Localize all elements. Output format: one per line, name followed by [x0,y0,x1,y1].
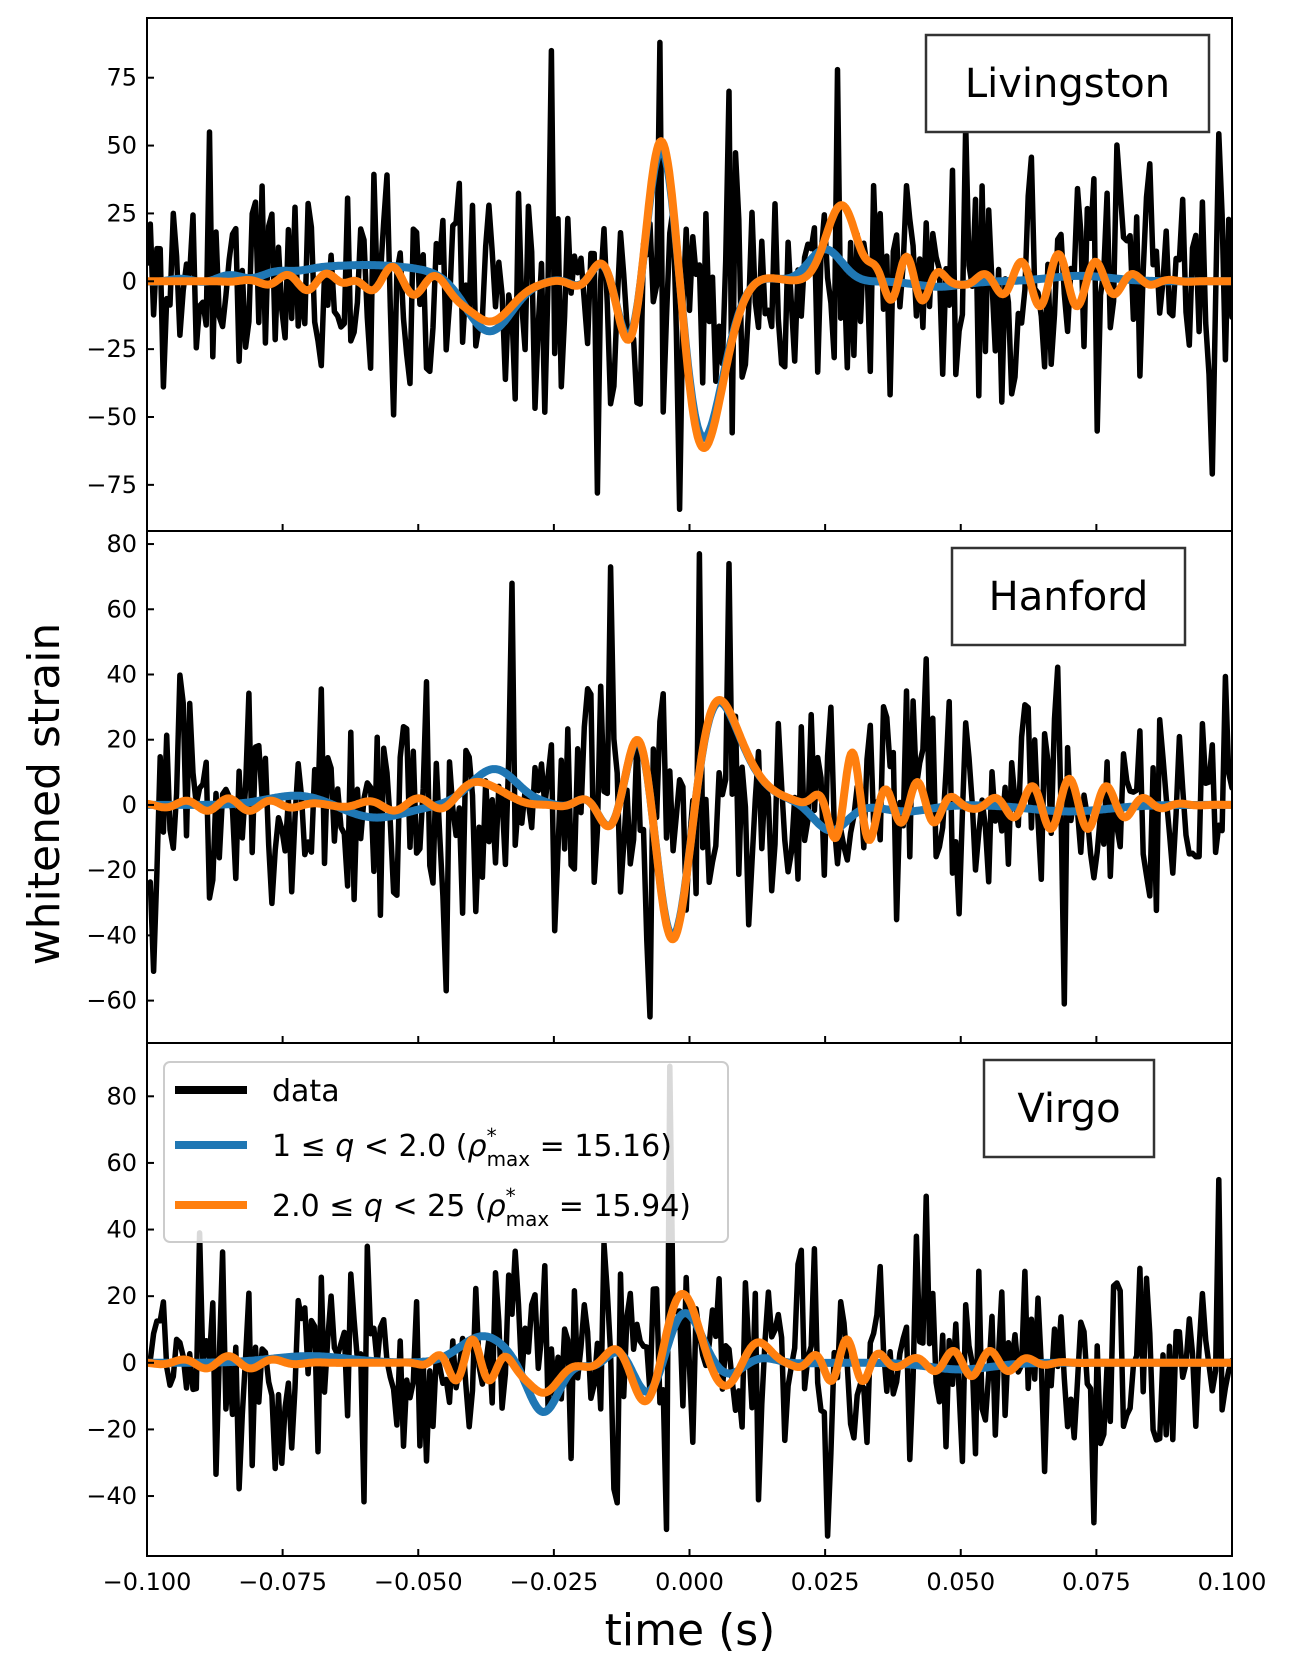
hanford-y-tick-label-20: −20 [86,856,137,884]
livingston-y-tick-label-50: 50 [106,132,137,160]
hanford-y-tick-label-60: 60 [106,595,137,623]
hanford-y-tick-label-80: 80 [106,530,137,558]
livingston-label: Livingston [965,61,1170,107]
x-tick-label-pos-0-075: 0.075 [1062,1568,1131,1596]
hanford-label-box [950,546,1187,647]
legend-label-data: data [272,1074,340,1109]
livingston-label-box [924,33,1211,134]
virgo-y-tick-label-20: −20 [86,1415,137,1443]
livingston-y-tick-label-75: −75 [86,471,137,499]
hanford-y-tick-label-40: 40 [106,660,137,688]
panel-hanford: −60 −40 −20 0 20 40 60 80 Hanford [86,530,1233,1044]
hanford-y-tick-label-40: −40 [86,921,137,949]
livingston-plot-area [147,39,1232,513]
virgo-y-tick-label-20: 20 [106,1282,137,1310]
livingston-y-tick-label-75: 75 [106,64,137,92]
x-axis-label: time (s) [605,1605,776,1656]
legend: data 1 ≤ q < 2.0 (ρ* max = 15.16) 2.0 ≤ q… [163,1061,729,1243]
x-tick-label-neg-0-075: −0.075 [238,1568,327,1596]
livingston-y-tick-label-25: 25 [106,199,137,227]
livingston-y-tick-label-50: −50 [86,403,137,431]
virgo-series-data [147,1063,1232,1539]
virgo-y-tick-label-0: 0 [122,1349,137,1377]
legend-label-high-q: 2.0 ≤ q < 25 (ρ* max = 15.94) [272,1184,691,1231]
y-axis-label: whitened strain [19,623,70,966]
hanford-plot-area [147,551,1232,1020]
x-tick-label-neg-0-050: −0.050 [374,1568,463,1596]
hanford-y-tick-label-0: 0 [122,791,137,819]
virgo-series-high-q [147,1289,1232,1406]
virgo-y-tick-label-60: 60 [106,1149,137,1177]
hanford-y-tick-label-60: −60 [86,987,137,1015]
virgo-label: Virgo [1017,1086,1120,1132]
panel-livingston: −75 −50 −25 0 25 50 75 Livingston [86,17,1233,532]
x-tick-label-0-000: 0.000 [655,1568,724,1596]
x-tick-label-pos-0-050: 0.050 [926,1568,995,1596]
livingston-series-data [147,39,1232,513]
virgo-y-tick-label-40: 40 [106,1216,137,1244]
virgo-y-tick-label-80: 80 [106,1082,137,1110]
x-tick-label-pos-0-025: 0.025 [791,1568,860,1596]
legend-label-low-q: 1 ≤ q < 2.0 (ρ* max = 15.16) [272,1124,672,1171]
x-tick-label-pos-0-100: 0.100 [1198,1568,1267,1596]
panel-virgo: −0.100 −0.075 −0.050 −0.025 0.000 0.025 0.050 0… [86,1042,1267,1596]
virgo-y-tick-label-40: −40 [86,1482,137,1510]
x-tick-label-neg-0-025: −0.025 [509,1568,598,1596]
legend-frame [163,1061,729,1243]
x-tick-label-neg-0-100: −0.100 [103,1568,192,1596]
livingston-y-tick-label-25: −25 [86,335,137,363]
hanford-y-tick-label-20: 20 [106,726,137,754]
virgo-label-box [982,1058,1156,1159]
livingston-y-tick-label-0: 0 [122,267,137,295]
virgo-plot-area [147,1063,1232,1539]
hanford-series-high-q [147,696,1232,944]
hanford-label: Hanford [989,574,1149,620]
livingston-series-high-q [147,137,1232,452]
